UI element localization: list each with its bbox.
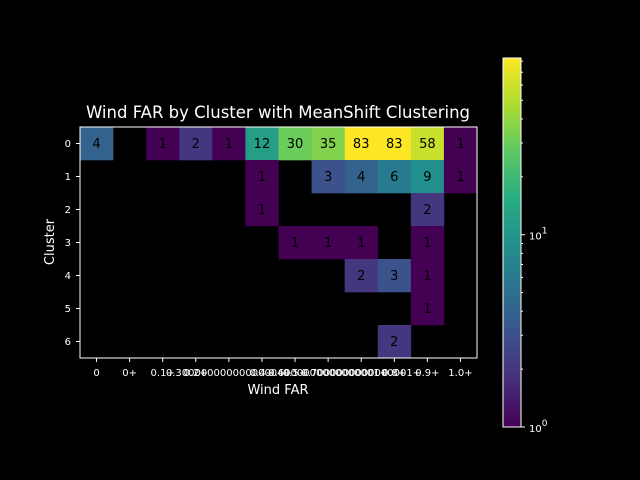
heatmap-cell [377, 127, 412, 161]
y-axis-label: Cluster [43, 218, 58, 265]
cell-value-label: 9 [423, 170, 431, 185]
chart-title: Wind FAR by Cluster with MeanShift Clust… [86, 103, 470, 122]
heatmap-cell [410, 127, 445, 161]
heatmap-cell [377, 259, 412, 293]
x-tick-label: 0.6000000000000001+ [268, 368, 388, 379]
heatmap-cell [443, 160, 478, 194]
x-tick-label: 0.1+ [151, 368, 175, 379]
heatmap-cell [245, 127, 279, 161]
cell-value-label: 1 [456, 170, 464, 185]
plot-area: 4 1 2 1 12 30 35 83 83 58 11 3 4 6 9 11 21 1 1 12 3 112 [79, 126, 478, 359]
cell-value-label: 3 [390, 269, 398, 284]
y-tick-label: 2 [65, 205, 71, 216]
x-tick-label: 0.7000000000000001+ [301, 368, 421, 379]
cell-value-label: 1 [324, 236, 332, 251]
colorbar-tick-exponent: 1 [542, 227, 548, 237]
cell-value-label: 12 [254, 137, 271, 152]
cell-value-label: 2 [192, 137, 200, 152]
colorbar-tick-label: 100 [529, 419, 548, 435]
colorbar-tick-base: 10 [529, 232, 542, 243]
x-tick-label: 0+ [122, 368, 137, 379]
y-axis-ticks: 0 1 2 3 4 5 6 [65, 139, 80, 348]
heatmap-cell [212, 127, 246, 161]
heatmap-cell [377, 160, 412, 194]
colorbar-tick-label: 101 [529, 227, 547, 243]
x-tick-label: 0.2+ [184, 368, 208, 379]
cell-value-label: 2 [357, 269, 365, 284]
x-tick-label: 0.4+ [250, 368, 274, 379]
cell-value-label: 1 [423, 302, 431, 317]
heatmap-cell [311, 160, 345, 194]
y-tick-label: 0 [65, 139, 71, 150]
cell-value-label: 35 [320, 137, 337, 152]
heatmap-cell [344, 226, 379, 260]
heatmap-cell [410, 160, 445, 194]
y-tick-label: 1 [65, 172, 71, 183]
cell-value-label: 4 [357, 170, 365, 185]
x-tick-label: 0.30000000000000004+ [166, 368, 292, 379]
x-axis-label: Wind FAR [247, 383, 308, 398]
heatmap-cell [278, 127, 312, 161]
cell-value-label: 1 [258, 170, 266, 185]
heatmap-cell [344, 127, 379, 161]
y-tick-label: 3 [65, 238, 71, 249]
cell-value-label: 1 [357, 236, 365, 251]
colorbar-tick-exponent: 0 [542, 419, 548, 429]
heatmap-cell [278, 226, 312, 260]
x-tick-label: 0.9+ [415, 368, 439, 379]
cell-value-label: 30 [287, 137, 304, 152]
heatmap-cell [344, 160, 379, 194]
cell-value-label: 83 [386, 137, 403, 152]
x-tick-label: 1.0+ [448, 368, 472, 379]
heatmap-cell [146, 127, 180, 161]
heatmap-cells: 4 1 2 1 12 30 35 83 83 58 11 3 4 6 9 11 21 1 1 12 3 112 [80, 127, 478, 359]
x-axis-ticks: 0 0+ 0.1+ 0.2+0.30000000000000004+0.4+ 0.5+0… [93, 358, 473, 379]
cell-value-label: 2 [423, 203, 431, 218]
heatmap-cell [410, 259, 445, 293]
heatmap-cell [245, 160, 279, 194]
cell-value-label: 83 [353, 137, 370, 152]
cell-value-label: 1 [456, 137, 464, 152]
heatmap-cell [410, 226, 445, 260]
cell-value-label: 4 [92, 137, 100, 152]
colorbar-tick-base: 10 [529, 424, 542, 435]
heatmap-cell [311, 127, 345, 161]
cell-value-label: 58 [419, 137, 436, 152]
heatmap-cell [377, 325, 412, 359]
heatmap-cell [443, 127, 478, 161]
heatmap-cell [410, 292, 445, 326]
y-tick-label: 6 [65, 337, 71, 348]
cell-value-label: 1 [423, 269, 431, 284]
cell-value-label: 6 [390, 170, 398, 185]
cell-value-label: 1 [291, 236, 299, 251]
heatmap-cell [245, 193, 279, 227]
heatmap-cell [311, 226, 345, 260]
cell-value-label: 1 [423, 236, 431, 251]
heatmap-cell [344, 259, 379, 293]
cell-value-label: 2 [390, 335, 398, 350]
heatmap-cell [80, 127, 114, 161]
cell-value-label: 1 [258, 203, 266, 218]
heatmap-cell [410, 193, 445, 227]
y-tick-label: 5 [65, 304, 71, 315]
x-tick-label: 0 [93, 368, 99, 379]
cell-value-label: 3 [324, 170, 332, 185]
y-tick-label: 4 [65, 271, 71, 282]
cell-value-label: 1 [225, 137, 233, 152]
colorbar-gradient [502, 57, 522, 428]
heatmap-cell [179, 127, 213, 161]
x-tick-label: 0.8+ [382, 368, 406, 379]
cell-value-label: 1 [159, 137, 167, 152]
x-tick-label: 0.5+ [283, 368, 307, 379]
